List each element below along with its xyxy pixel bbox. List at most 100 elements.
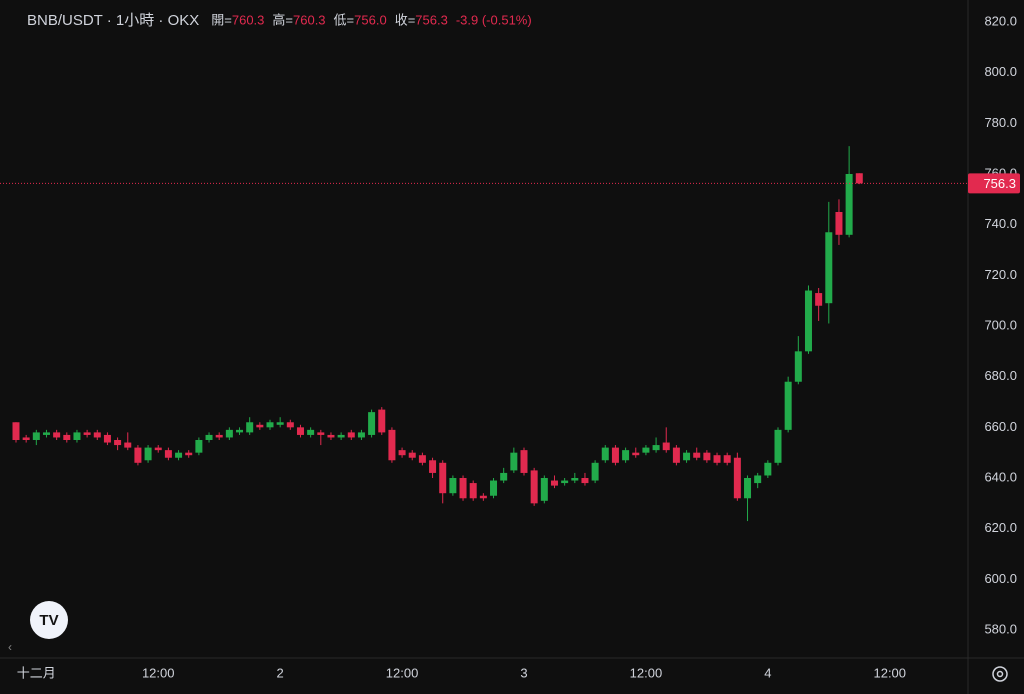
candle-body (175, 452, 183, 458)
legend-value: 760.3 (232, 12, 265, 27)
y-tick-label: 680.0 (984, 368, 1017, 383)
candle-body (774, 429, 782, 463)
candle-body (855, 173, 863, 184)
candle-body (215, 434, 223, 438)
candle-body (713, 455, 721, 463)
candle-body (815, 293, 823, 306)
y-tick-label: 640.0 (984, 469, 1017, 484)
candle-body (307, 429, 315, 435)
y-tick-label: 740.0 (984, 216, 1017, 231)
x-tick-label: 12:00 (630, 665, 663, 680)
tv-logo: TV (30, 601, 68, 639)
candle-body (835, 212, 843, 235)
candle-body (439, 462, 447, 494)
candle-body (662, 442, 670, 451)
legend-value: 760.3 (293, 12, 326, 27)
candle-body (124, 442, 132, 448)
candle-body (754, 475, 762, 484)
candle-body (195, 440, 203, 453)
candle-body (479, 495, 487, 499)
legend-label: 低= (334, 12, 355, 27)
candle-body (672, 447, 680, 463)
y-tick-label: 800.0 (984, 64, 1017, 79)
y-tick-label: 620.0 (984, 520, 1017, 535)
header: BNB/USDT · 1小時 · OKX 開= 760.3 高= 760.3 低= 756… (27, 12, 532, 29)
y-tick-label: 820.0 (984, 13, 1017, 28)
candle-body (134, 447, 142, 463)
x-tick-label: 12:00 (142, 665, 175, 680)
y-tick-label: 780.0 (984, 115, 1017, 130)
candle-body (42, 432, 50, 435)
y-tick-label: 580.0 (984, 621, 1017, 636)
candle-body (103, 434, 111, 443)
candle-body (845, 174, 853, 235)
candle-body (622, 450, 630, 461)
candle-body (276, 422, 284, 425)
candle-body (591, 462, 599, 481)
y-tick-label: 700.0 (984, 317, 1017, 332)
x-tick-label: 12:00 (386, 665, 419, 680)
candle-body (418, 455, 426, 463)
scroll-left[interactable]: ‹ (8, 640, 12, 654)
candle-body (632, 452, 640, 456)
candle-body (561, 480, 569, 484)
candle-body (388, 429, 396, 461)
x-tick-label: 12:00 (873, 665, 906, 680)
candle-body (63, 434, 71, 440)
candle-body (256, 424, 264, 428)
candle-body (317, 432, 325, 435)
candle-body (571, 478, 579, 481)
candle-body (93, 432, 101, 438)
candle-body (236, 429, 244, 433)
settings-button[interactable] (992, 666, 1008, 682)
candle-body (703, 452, 711, 461)
candle-body (510, 452, 518, 471)
candle-body (601, 447, 609, 461)
y-tick-label: 660.0 (984, 419, 1017, 434)
candle-body (378, 409, 386, 433)
candle-body (32, 432, 40, 440)
candle-body (154, 447, 162, 451)
candle-body (185, 452, 193, 456)
candle-body (784, 381, 792, 430)
candle-body (114, 440, 122, 446)
legend-value: 756.3 (415, 12, 448, 27)
candle-body (459, 478, 467, 499)
y-tick-label: 720.0 (984, 267, 1017, 282)
x-tick-label: 4 (764, 665, 771, 680)
candle-body (327, 434, 335, 438)
candle-body (581, 478, 589, 484)
x-tick-label: 3 (520, 665, 527, 680)
candle-body (469, 483, 477, 499)
y-tick-label: 600.0 (984, 571, 1017, 586)
candle-body (794, 351, 802, 382)
x-tick-label: 2 (277, 665, 284, 680)
candle-body (540, 478, 548, 501)
candle-body (825, 232, 833, 304)
legend-label: 開= (211, 12, 232, 27)
candle-body (652, 445, 660, 451)
candle-body (490, 480, 498, 496)
legend-value: 756.0 (354, 12, 387, 27)
candle-body (723, 455, 731, 463)
candle-body (225, 429, 233, 438)
candle-body (347, 432, 355, 438)
candle-body (296, 427, 304, 435)
candle-body (83, 432, 91, 435)
candle-body (449, 478, 457, 494)
candle-body (205, 434, 213, 440)
candle-body (266, 422, 274, 428)
candle-body (693, 452, 701, 458)
candle-body (73, 432, 81, 440)
candle-body (398, 450, 406, 456)
candle-body (53, 432, 61, 438)
candle-body (500, 472, 508, 481)
candle-body (804, 290, 812, 352)
current-price-tag (968, 173, 1020, 194)
current-price-label: 756.3 (983, 176, 1016, 191)
candle-body (744, 478, 752, 499)
candle-body (368, 412, 376, 435)
legend-label: 高= (272, 12, 293, 27)
